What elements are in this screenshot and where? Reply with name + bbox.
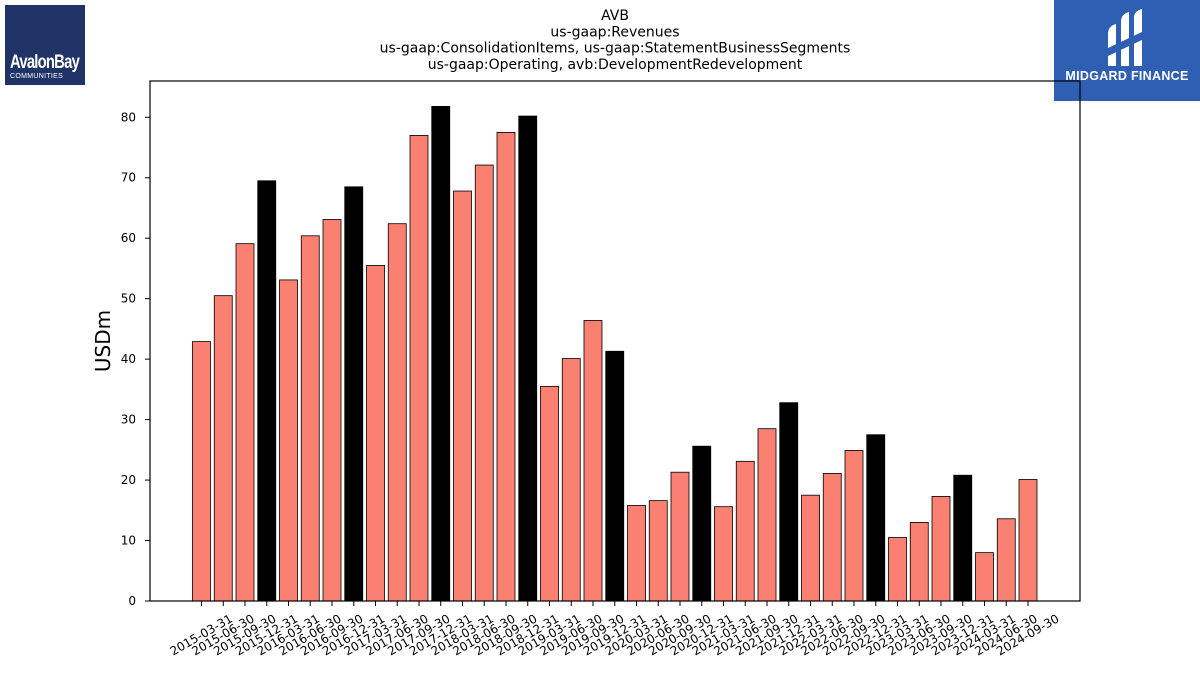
y-tick-label: 50 <box>121 292 136 306</box>
y-tick-label: 70 <box>121 171 136 185</box>
bar-quarter <box>909 521 929 602</box>
bar-year-end <box>692 445 712 602</box>
bar-year-end <box>953 474 973 602</box>
y-axis: 0 10 20 30 40 50 60 70 80 <box>121 110 150 608</box>
bar-quarter <box>670 471 690 602</box>
bar-quarter <box>844 450 864 602</box>
bar-year-end <box>257 180 277 602</box>
bar-quarter <box>409 135 429 602</box>
bar-quarter <box>648 500 668 602</box>
bar-quarter <box>540 385 559 602</box>
y-tick-label: 30 <box>121 413 136 427</box>
bar-quarter <box>561 358 581 602</box>
bar-quarter <box>801 494 820 602</box>
bar-quarter <box>235 243 255 602</box>
y-tick-label: 80 <box>121 110 136 124</box>
chart-title-line: us-gaap:Operating, avb:DevelopmentRedeve… <box>428 57 803 73</box>
chart-title-line: AVB <box>601 8 629 24</box>
bar-quarter <box>192 341 211 602</box>
bar-quarter <box>996 518 1016 602</box>
bar-quarter <box>822 473 842 602</box>
y-tick-label: 40 <box>121 352 136 366</box>
avalonbay-logo: AvalonBay COMMUNITIES <box>5 5 85 85</box>
bar-quarter <box>387 223 407 602</box>
midgard-finance-logo-name: MIDGARD FINANCE <box>1065 69 1189 83</box>
bar-quarter <box>1018 479 1038 602</box>
chart-title-line: us-gaap:ConsolidationItems, us-gaap:Stat… <box>380 41 851 57</box>
bar-quarter <box>322 219 342 602</box>
bar-quarter <box>714 506 733 602</box>
bar-year-end <box>518 115 538 602</box>
bar-quarter <box>735 460 755 602</box>
bar-quarter <box>975 552 994 602</box>
bar-quarter <box>888 537 907 602</box>
bar-quarter <box>474 164 494 602</box>
bar-year-end <box>866 434 886 602</box>
chart-title: AVBus-gaap:Revenuesus-gaap:Consolidation… <box>380 8 851 73</box>
bar-quarter <box>300 235 320 602</box>
bar-year-end <box>605 350 625 602</box>
y-tick-label: 60 <box>121 231 136 245</box>
bar-quarter <box>627 505 646 602</box>
bar-quarter <box>366 265 385 602</box>
bar-quarter <box>279 279 298 602</box>
y-tick-label: 0 <box>128 594 136 608</box>
y-axis-label: USDm <box>91 310 115 372</box>
midgard-finance-logo: MIDGARD FINANCE <box>1054 0 1200 101</box>
bar-quarter <box>757 428 777 602</box>
bar-quarter <box>496 131 516 602</box>
bar-year-end <box>344 186 364 602</box>
bar-quarter <box>213 295 233 602</box>
bar-year-end <box>431 105 451 602</box>
bar-series <box>192 105 1038 602</box>
bar-quarter <box>453 190 472 602</box>
chart-title-line: us-gaap:Revenues <box>550 24 679 40</box>
avalonbay-logo-name: AvalonBay <box>10 52 80 73</box>
bar-quarter <box>583 320 603 602</box>
plot-frame <box>149 80 1081 602</box>
bar-quarter <box>931 495 951 602</box>
y-tick-label: 10 <box>121 534 136 548</box>
y-tick-label: 20 <box>121 473 136 487</box>
bar-year-end <box>779 402 799 602</box>
x-axis: 2015-03-312015-06-302015-09-302015-12-31… <box>168 601 1062 658</box>
midgard-mark-icon <box>1108 9 1146 66</box>
avalonbay-logo-subtitle: COMMUNITIES <box>10 73 64 80</box>
